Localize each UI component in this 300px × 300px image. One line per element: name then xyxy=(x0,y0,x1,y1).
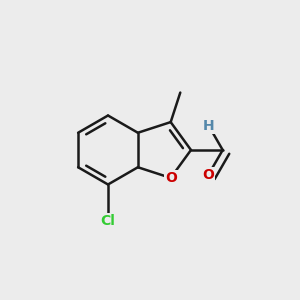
Text: H: H xyxy=(203,118,214,133)
Text: O: O xyxy=(202,168,214,182)
Text: O: O xyxy=(165,171,177,185)
Text: Cl: Cl xyxy=(100,214,116,228)
